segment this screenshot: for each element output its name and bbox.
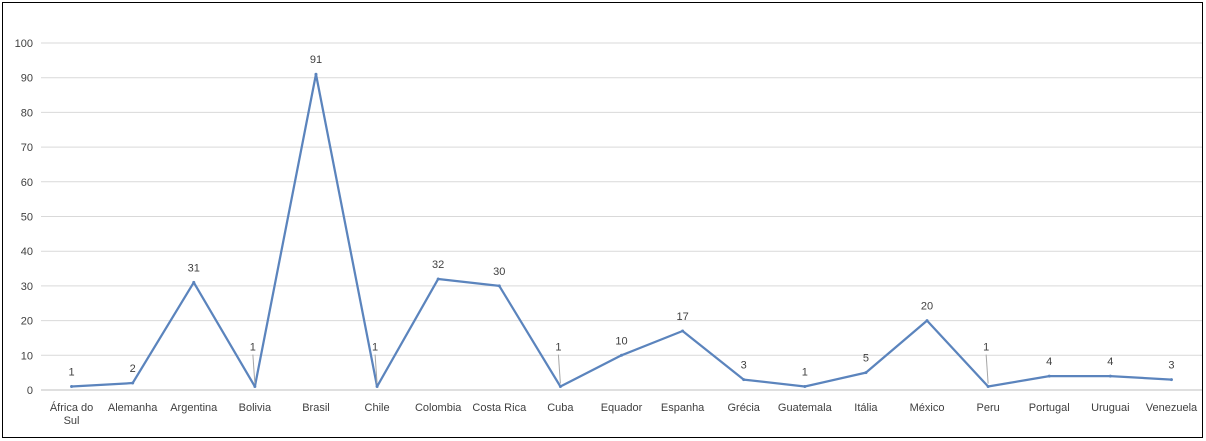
data-label: 32 bbox=[432, 259, 444, 271]
data-label: 3 bbox=[741, 360, 747, 372]
data-point bbox=[1047, 374, 1051, 378]
data-label: 1 bbox=[372, 342, 378, 354]
data-label-leader bbox=[557, 354, 561, 384]
data-label: 4 bbox=[1107, 356, 1113, 368]
data-label: 1 bbox=[983, 342, 989, 354]
x-tick-label: Colombia bbox=[415, 402, 462, 414]
data-point bbox=[558, 385, 562, 389]
x-tick-label: Itália bbox=[854, 402, 878, 414]
y-tick-label: 60 bbox=[21, 177, 33, 189]
y-tick-label: 40 bbox=[21, 246, 33, 258]
x-axis-ticks: África do Sul Alemanha Argentina Bolivia Bras… bbox=[50, 401, 1198, 427]
data-label: 91 bbox=[310, 54, 322, 66]
y-tick-label: 10 bbox=[21, 350, 33, 362]
x-tick-label: Alemanha bbox=[108, 402, 158, 414]
y-tick-label: 30 bbox=[21, 281, 33, 293]
data-label: 17 bbox=[676, 311, 688, 323]
data-label-leader bbox=[374, 354, 378, 384]
x-tick-label: África do Sul bbox=[50, 401, 93, 427]
data-label: 10 bbox=[615, 335, 627, 347]
x-tick-label: Cuba bbox=[547, 402, 574, 414]
x-tick-label: Peru bbox=[977, 402, 1000, 414]
x-tick-label: Costa Rica bbox=[472, 402, 527, 414]
x-tick-label: Grécia bbox=[728, 402, 761, 414]
y-tick-label: 0 bbox=[27, 385, 33, 397]
data-point bbox=[864, 371, 868, 375]
data-label: 3 bbox=[1168, 360, 1174, 372]
data-label: 4 bbox=[1046, 356, 1052, 368]
data-label-leader bbox=[252, 354, 256, 384]
data-point bbox=[1108, 374, 1112, 378]
data-point bbox=[620, 353, 623, 357]
y-tick-label: 20 bbox=[21, 316, 33, 328]
x-tick-label: Chile bbox=[365, 402, 390, 414]
data-points bbox=[70, 72, 1173, 389]
data-point bbox=[253, 385, 257, 389]
data-label-leader bbox=[985, 354, 989, 384]
data-label: 1 bbox=[802, 367, 808, 379]
data-point bbox=[925, 319, 929, 323]
gridlines bbox=[41, 42, 1202, 391]
y-axis-ticks: 0 10 20 30 40 50 60 70 80 90 100 bbox=[15, 38, 33, 397]
x-tick-label: México bbox=[910, 402, 945, 414]
y-tick-label: 50 bbox=[21, 212, 33, 224]
x-tick-label: Argentina bbox=[170, 402, 218, 414]
data-point bbox=[681, 329, 685, 333]
x-tick-label: Venezuela bbox=[1146, 402, 1198, 414]
x-tick-label: Brasil bbox=[302, 402, 330, 414]
data-label: 20 bbox=[921, 301, 933, 313]
x-tick-label: Portugal bbox=[1029, 402, 1070, 414]
data-point bbox=[803, 385, 807, 389]
data-point bbox=[70, 385, 74, 389]
data-label: 1 bbox=[250, 342, 256, 354]
data-point bbox=[314, 72, 318, 76]
x-tick-label: Equador bbox=[601, 402, 643, 414]
x-tick-label: Espanha bbox=[661, 402, 705, 414]
data-point bbox=[131, 381, 135, 385]
data-label: 30 bbox=[493, 266, 505, 278]
y-tick-label: 70 bbox=[21, 142, 33, 154]
data-label: 31 bbox=[188, 262, 200, 274]
data-point bbox=[742, 378, 746, 382]
data-point bbox=[375, 385, 379, 389]
data-point bbox=[192, 280, 196, 284]
y-tick-label: 80 bbox=[21, 107, 33, 119]
data-point bbox=[986, 385, 990, 389]
data-label: 1 bbox=[68, 367, 74, 379]
data-label: 1 bbox=[555, 342, 561, 354]
data-label: 5 bbox=[863, 353, 869, 365]
data-label: 2 bbox=[130, 363, 136, 375]
y-tick-label: 100 bbox=[15, 38, 33, 50]
x-tick-label: Guatemala bbox=[778, 402, 833, 414]
x-tick-label: Uruguai bbox=[1091, 402, 1130, 414]
y-tick-label: 90 bbox=[21, 73, 33, 85]
data-point bbox=[1169, 378, 1173, 382]
data-point bbox=[436, 277, 440, 281]
data-point bbox=[497, 284, 501, 288]
x-tick-label: Bolivia bbox=[239, 402, 272, 414]
